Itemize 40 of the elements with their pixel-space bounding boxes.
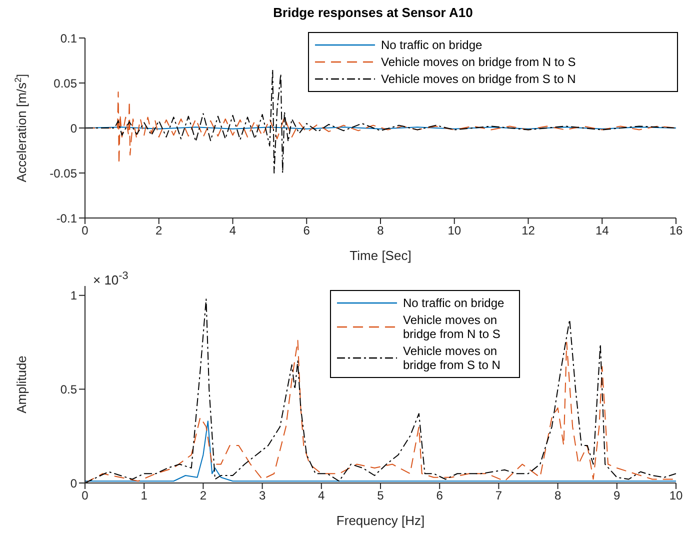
chart-title: Bridge responses at Sensor A10 bbox=[272, 4, 474, 22]
y-tick-label: 0.5 bbox=[60, 382, 78, 396]
legend-label: Vehicle moves on bridge from S to N bbox=[381, 72, 576, 86]
y-tick-label: 1 bbox=[70, 288, 78, 303]
line-series bbox=[85, 69, 676, 174]
x-tick-label: 5 bbox=[377, 488, 384, 503]
y-tick-label: 0 bbox=[70, 121, 78, 136]
x-tick-label: 4 bbox=[318, 488, 326, 503]
y-tick-label: -0.1 bbox=[56, 211, 78, 226]
x-tick-label: 7 bbox=[495, 488, 502, 503]
legend-label: Vehicle moves on bridge from S to N bbox=[403, 344, 502, 372]
legend-label: Vehicle moves on bridge from N to S bbox=[403, 313, 502, 341]
x-tick-label: 0 bbox=[82, 224, 89, 238]
x-tick-label: 10 bbox=[669, 488, 683, 503]
x-tick-label: 2 bbox=[156, 224, 163, 238]
x-tick-label: 8 bbox=[554, 488, 562, 503]
x-axis-title: Frequency [Hz] bbox=[336, 513, 425, 528]
x-tick-label: 14 bbox=[595, 224, 610, 238]
x-tick-label: 6 bbox=[436, 488, 444, 503]
x-tick-label: 4 bbox=[229, 224, 236, 238]
x-tick-label: 9 bbox=[614, 488, 621, 503]
x-axis-title: Time [Sec] bbox=[350, 248, 412, 263]
y-tick-label: 0.05 bbox=[54, 76, 78, 90]
y-tick-label: 0.1 bbox=[60, 31, 78, 46]
x-tick-label: 12 bbox=[522, 224, 536, 238]
legend-label: No traffic on bridge bbox=[403, 296, 504, 310]
y-axis-title: Amplitude bbox=[14, 356, 29, 414]
x-tick-label: 3 bbox=[258, 488, 266, 503]
x-tick-label: 2 bbox=[200, 488, 207, 503]
x-tick-label: 6 bbox=[303, 224, 310, 238]
legend-label: Vehicle moves on bridge from N to S bbox=[381, 55, 576, 69]
x-tick-label: 0 bbox=[82, 488, 89, 503]
x-tick-label: 10 bbox=[448, 224, 462, 238]
x-tick-label: 16 bbox=[669, 224, 683, 238]
y-tick-label: 0 bbox=[70, 476, 78, 490]
annotation: × 10$^{-3}$ bbox=[93, 270, 128, 288]
x-tick-label: 8 bbox=[377, 224, 384, 238]
y-tick-label: -0.05 bbox=[50, 166, 78, 180]
legend-label: No traffic on bridge bbox=[381, 38, 482, 52]
x-tick-label: 1 bbox=[140, 488, 148, 503]
